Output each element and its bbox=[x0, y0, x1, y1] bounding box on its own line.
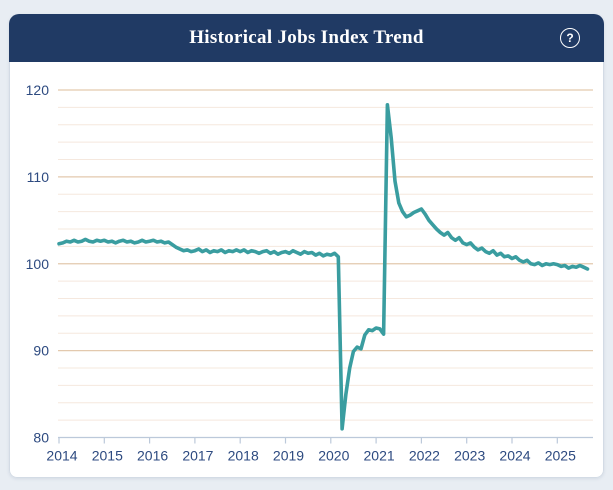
y-tick-label: 80 bbox=[33, 430, 49, 446]
chart-svg: 2014 2015 2016 2017 2018 2019 2020 2021 2022 2023… bbox=[26, 82, 593, 464]
x-tick-label: 2019 bbox=[273, 448, 304, 464]
help-icon[interactable]: ? bbox=[560, 28, 580, 48]
x-tick-label: 2023 bbox=[454, 448, 485, 464]
y-tick-label: 120 bbox=[26, 82, 50, 98]
x-tick-label: 2015 bbox=[92, 448, 123, 464]
jobs-index-trend-line bbox=[57, 102, 590, 431]
chart-area: 2014 2015 2016 2017 2018 2019 2020 2021 2022 2023… bbox=[9, 62, 604, 478]
jobs-index-card: Historical Jobs Index Trend ? 2014 2015 20… bbox=[9, 14, 604, 478]
x-tick-label: 2024 bbox=[499, 448, 530, 464]
x-tick-label: 2020 bbox=[318, 448, 349, 464]
card-header: Historical Jobs Index Trend ? bbox=[9, 14, 604, 62]
x-tick-label: 2022 bbox=[409, 448, 440, 464]
y-tick-label: 100 bbox=[26, 256, 50, 272]
x-tick-label: 2021 bbox=[364, 448, 395, 464]
y-tick-label: 110 bbox=[27, 169, 50, 185]
y-tick-label: 90 bbox=[33, 343, 49, 359]
x-tick-label: 2014 bbox=[46, 448, 77, 464]
x-tick-label: 2016 bbox=[137, 448, 168, 464]
page-title: Historical Jobs Index Trend bbox=[189, 27, 424, 48]
x-tick-label: 2017 bbox=[182, 448, 213, 464]
x-tick-label: 2025 bbox=[545, 448, 576, 464]
x-tick-label: 2018 bbox=[228, 448, 259, 464]
